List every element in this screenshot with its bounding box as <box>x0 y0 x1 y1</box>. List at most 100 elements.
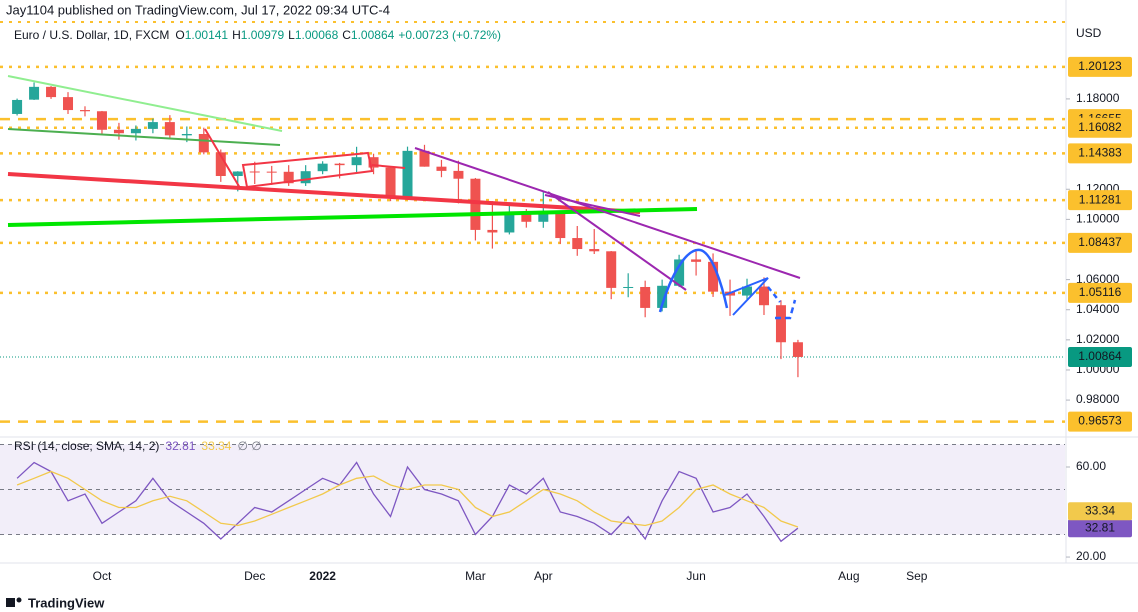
y-tick-label: 1.02000 <box>1076 332 1120 346</box>
candle-body <box>589 249 600 252</box>
value-box <box>1068 502 1132 521</box>
candle-body <box>538 212 549 222</box>
arc <box>658 248 729 313</box>
last-price-box <box>1068 346 1132 367</box>
candle-body <box>130 128 141 134</box>
candle-body <box>198 133 209 153</box>
trendline <box>7 128 281 146</box>
candle-body <box>249 171 260 173</box>
candle-body <box>232 171 243 177</box>
candle-body <box>555 212 566 239</box>
rsi-title: RSI (14, close, SMA, 14, 2) <box>14 439 159 453</box>
candle-body <box>758 286 769 306</box>
y-tick-label: 20.00 <box>1076 549 1106 563</box>
candle-body <box>63 97 74 111</box>
level-label-box <box>1068 190 1132 211</box>
candle-body <box>640 286 651 308</box>
candle-body <box>470 178 481 230</box>
candle-body <box>215 152 226 177</box>
candle-body <box>742 286 753 296</box>
marks-layer <box>12 82 803 543</box>
level-label-box <box>1068 411 1132 432</box>
rsi-legend: RSI (14, close, SMA, 14, 2) 32.81 33.34 ∅ ∅ <box>14 439 262 453</box>
published-line: Jay1104 published on TradingView.com, Ju… <box>6 2 390 17</box>
wedge <box>724 277 769 316</box>
candle-body <box>674 259 685 286</box>
y-tick-label: 1.18000 <box>1076 91 1120 105</box>
candle-body <box>29 86 40 100</box>
level-label: 1.16082 <box>1078 120 1122 134</box>
level-label: 1.14383 <box>1078 146 1122 160</box>
x-tick-label: 2022 <box>309 569 336 583</box>
series-line <box>16 461 799 543</box>
candle-body <box>147 122 158 129</box>
candle-body <box>300 171 311 184</box>
x-tick-label: Sep <box>906 569 928 583</box>
candle-body <box>572 238 583 250</box>
level-label-box <box>1068 56 1132 77</box>
candle-body <box>775 305 786 343</box>
footer: TradingView <box>6 595 105 610</box>
candle-body <box>487 229 498 233</box>
candle-body <box>181 133 192 136</box>
candle-body <box>385 167 396 198</box>
candle-body <box>12 99 23 114</box>
trendline <box>204 128 241 189</box>
y-tick-label: 0.98000 <box>1076 392 1120 406</box>
arrow <box>775 299 797 320</box>
level-label: 0.96573 <box>1078 414 1122 428</box>
axis-layer: 1.180001.120001.100001.060001.040001.020… <box>93 56 1132 583</box>
candle-body <box>164 122 175 136</box>
under-layer <box>0 65 1065 536</box>
level-label: 1.11281 <box>1079 192 1122 206</box>
value-box <box>1068 519 1132 538</box>
sma-value: 33.34 <box>201 439 231 453</box>
x-tick-label: Aug <box>838 569 859 583</box>
logo <box>16 597 22 603</box>
ohlc-label: H <box>232 28 241 42</box>
na-values: ∅ ∅ <box>237 439 261 453</box>
candle-body <box>46 86 57 98</box>
candle-body <box>792 342 803 357</box>
x-tick-label: Mar <box>465 569 486 583</box>
candle-body <box>266 171 277 173</box>
candle-body <box>402 150 413 198</box>
trendline <box>547 191 687 291</box>
ohlc-label: C <box>342 28 351 42</box>
level-label-box <box>1068 232 1132 253</box>
candle-body <box>113 129 124 134</box>
value-label: 33.34 <box>1085 503 1115 517</box>
trendline <box>7 75 283 132</box>
arrow <box>767 286 781 303</box>
channel <box>241 151 374 189</box>
candle-body <box>606 251 617 288</box>
candle-body <box>368 157 379 168</box>
candle-body <box>283 171 294 184</box>
candle-body <box>521 211 532 222</box>
candle-body <box>96 111 107 130</box>
logo <box>6 598 15 607</box>
legend: Euro / U.S. Dollar, 1D, FXCM O1.00141 H1.0… <box>14 28 501 42</box>
level-label: 1.05116 <box>1079 285 1122 299</box>
trendline <box>414 147 801 279</box>
candle-body <box>657 285 668 308</box>
candle-body <box>79 110 90 112</box>
trendline <box>544 194 641 217</box>
ohlc-value: 1.00864 <box>351 28 395 42</box>
level-label-box <box>1068 282 1132 303</box>
trendline <box>7 207 698 227</box>
x-tick-label: Dec <box>244 569 265 583</box>
drawings <box>7 75 801 320</box>
trendline <box>7 172 641 214</box>
ohlc-label: O <box>175 28 184 42</box>
value-label: 32.81 <box>1085 520 1115 534</box>
candle-body <box>708 261 719 292</box>
level-label-box <box>1068 143 1132 164</box>
level-label: 1.08437 <box>1078 235 1122 249</box>
candle-body <box>317 163 328 172</box>
last-price-label: 1.00864 <box>1078 349 1122 363</box>
candle-body <box>334 163 345 166</box>
level-label-box <box>1068 117 1132 138</box>
